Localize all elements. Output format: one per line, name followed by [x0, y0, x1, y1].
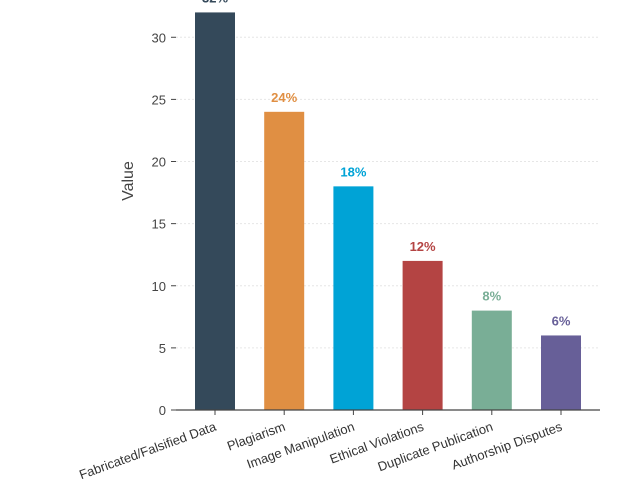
data-label: 8%: [482, 289, 501, 304]
x-category-label: Duplicate Publication: [376, 419, 495, 475]
y-tick-label: 5: [159, 341, 166, 356]
data-labels: 32% 24% 18% 12% 8% 6%: [202, 0, 571, 328]
bar: [541, 335, 581, 410]
bar: [471, 310, 512, 410]
bar: [333, 186, 374, 410]
data-label: 18%: [340, 164, 366, 179]
bar: [195, 12, 235, 410]
y-tick-label: 25: [152, 92, 166, 107]
y-axis-ticks: 0 5 10 15 20 25 30: [152, 30, 176, 418]
grid-lines: [176, 36, 600, 349]
data-label: 12%: [410, 239, 436, 254]
y-tick-label: 10: [152, 279, 166, 294]
y-tick-label: 15: [152, 217, 166, 232]
bars: [195, 12, 581, 411]
y-tick-label: 20: [152, 155, 166, 170]
data-label: 24%: [271, 90, 297, 105]
bar: [264, 111, 305, 411]
data-label: 32%: [202, 0, 228, 5]
bar: [402, 260, 443, 410]
data-label: 6%: [552, 313, 571, 328]
x-axis-categories: Fabricated/Falsified Data PlagiarismImage…: [77, 410, 564, 480]
y-axis-title: Value: [120, 161, 137, 201]
x-category-label: Fabricated/Falsified Data: [77, 418, 219, 480]
y-tick-label: 30: [152, 30, 166, 45]
y-tick-label: 0: [159, 403, 166, 418]
